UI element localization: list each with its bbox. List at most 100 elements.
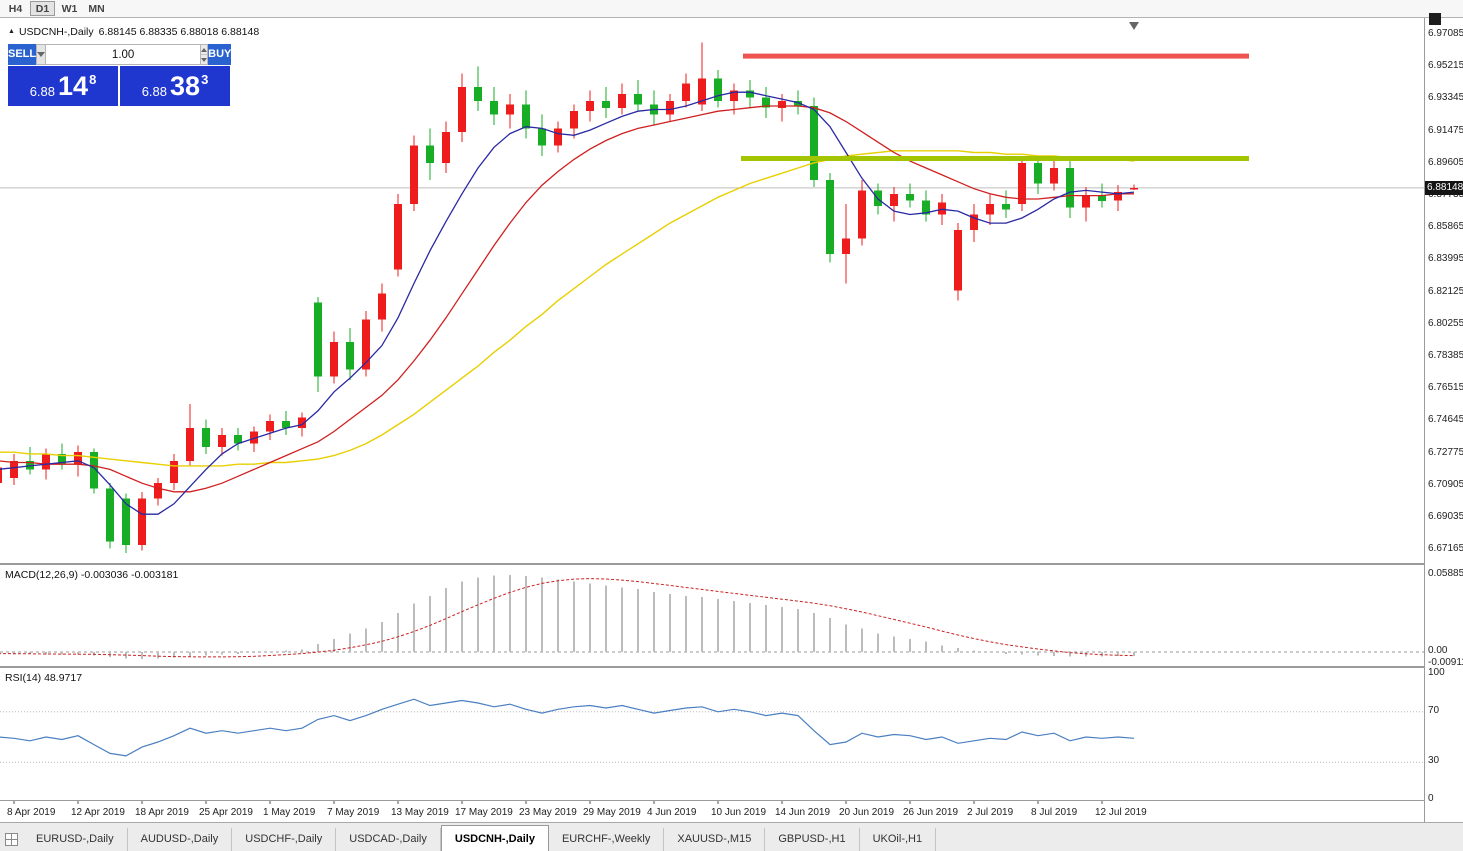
axis-corner-icon[interactable] <box>1429 13 1441 25</box>
tab-usdchf-daily[interactable]: USDCHF-,Daily <box>232 828 337 851</box>
price-axis[interactable]: 6.970856.952156.933456.914756.896056.877… <box>1424 18 1463 822</box>
date-axis-label: 12 Apr 2019 <box>71 807 125 818</box>
macd-axis-label: -0.009116 <box>1428 657 1463 668</box>
sell-button[interactable]: SELL <box>8 44 37 65</box>
macd-indicator-panel[interactable]: MACD(12,26,9) -0.003036 -0.003181 <box>0 563 1424 666</box>
sell-price-main: 14 <box>58 71 89 101</box>
chart-symbol-label: USDCNH-,Daily <box>18 26 94 38</box>
date-axis-label: 18 Apr 2019 <box>135 807 189 818</box>
price-axis-label: 6.95215 <box>1428 60 1463 71</box>
rsi-svg <box>0 698 1424 763</box>
buy-button[interactable]: BUY <box>208 44 232 65</box>
date-axis-label: 8 Jul 2019 <box>1031 807 1078 818</box>
buy-price-sup: 3 <box>201 72 209 87</box>
buy-price-base: 6.88 <box>141 84 168 99</box>
candles-group <box>0 42 1138 553</box>
tab-usdcnh-daily[interactable]: USDCNH-,Daily <box>440 825 549 851</box>
resistance-line[interactable] <box>743 53 1249 59</box>
chart-window-title: ▲ USDCNH-,Daily 6.88145 6.88335 6.88018 6.… <box>8 26 259 38</box>
date-axis-label: 2 Jul 2019 <box>967 807 1014 818</box>
price-axis-label: 6.69035 <box>1428 511 1463 522</box>
date-axis-label: 10 Jun 2019 <box>711 807 767 818</box>
price-axis-label: 6.78385 <box>1428 350 1463 361</box>
tab-ukoil-h1[interactable]: UKOil-,H1 <box>860 828 937 851</box>
tab-audusd-daily[interactable]: AUDUSD-,Daily <box>128 828 233 851</box>
tab-eurchf-weekly[interactable]: EURCHF-,Weekly <box>549 828 665 851</box>
price-axis-label: 6.82125 <box>1428 286 1463 297</box>
macd-axis-label: 0.00 <box>1428 645 1448 656</box>
ma-yellow-line <box>0 150 1135 467</box>
main-chart-panel[interactable]: ▲ USDCNH-,Daily 6.88145 6.88335 6.88018 6.… <box>0 18 1424 563</box>
price-axis-label: 6.76515 <box>1428 382 1463 393</box>
tab-usdcad-daily[interactable]: USDCAD-,Daily <box>336 828 441 851</box>
price-axis-label: 6.93345 <box>1428 92 1463 103</box>
date-axis-label: 23 May 2019 <box>519 807 577 818</box>
tab-eurusd-daily[interactable]: EURUSD-,Daily <box>23 828 128 851</box>
ma-blue-line <box>0 91 1135 515</box>
buy-price-panel[interactable]: 6.88 38 3 <box>120 66 230 106</box>
rsi-axis-label: 100 <box>1428 667 1445 678</box>
macd-axis-label: 0.058851 <box>1428 568 1463 579</box>
sell-price-sup: 8 <box>89 72 97 87</box>
support-line[interactable] <box>741 156 1249 161</box>
macd-histogram <box>13 575 1135 659</box>
price-axis-label: 6.91475 <box>1428 125 1463 136</box>
rsi-line <box>0 698 1135 757</box>
timeframe-buttons-group: H4 D1 W1 MN <box>3 1 109 16</box>
stepper-down-button[interactable] <box>201 54 208 64</box>
rsi-axis-label: 0 <box>1428 793 1434 804</box>
date-axis-label: 17 May 2019 <box>455 807 513 818</box>
date-axis-label: 13 May 2019 <box>391 807 449 818</box>
date-axis-label: 20 Jun 2019 <box>839 807 895 818</box>
rsi-axis-label: 70 <box>1428 705 1440 716</box>
main-chart-svg <box>0 22 1424 553</box>
sell-price-base: 6.88 <box>29 84 56 99</box>
chevron-down-icon <box>201 57 208 62</box>
chart-tab-bar: EURUSD-,Daily AUDUSD-,Daily USDCHF-,Daily U… <box>0 822 1463 851</box>
sell-price-panel[interactable]: 6.88 14 8 <box>8 66 118 106</box>
trade-widget-top-row: SELL BUY <box>8 44 232 65</box>
chart-ohlc-values: 6.88145 6.88335 6.88018 6.88148 <box>98 26 260 38</box>
date-axis-label: 1 May 2019 <box>263 807 316 818</box>
window-grid-icon[interactable] <box>5 833 18 846</box>
buy-price-main: 38 <box>170 71 201 101</box>
chevron-up-icon <box>201 47 208 52</box>
macd-label: MACD(12,26,9) -0.003036 -0.003181 <box>5 569 179 581</box>
date-axis-label: 29 May 2019 <box>583 807 641 818</box>
price-axis-label: 6.74645 <box>1428 414 1463 425</box>
price-axis-label: 6.80255 <box>1428 318 1463 329</box>
timeframe-toolbar: H4 D1 W1 MN <box>0 0 1463 18</box>
date-axis-label: 8 Apr 2019 <box>7 807 56 818</box>
date-axis-label: 4 Jun 2019 <box>647 807 697 818</box>
window-collapse-icon[interactable]: ▲ <box>8 28 15 35</box>
volume-input[interactable] <box>46 44 202 65</box>
chevron-down-icon <box>37 52 46 57</box>
date-axis-label: 7 May 2019 <box>327 807 380 818</box>
price-axis-label: 6.72775 <box>1428 447 1463 458</box>
timeframe-button-h4[interactable]: H4 <box>8 3 23 15</box>
timeframe-button-d1[interactable]: D1 <box>30 1 55 16</box>
timeframe-button-mn[interactable]: MN <box>88 3 105 15</box>
tab-gbpusd-h1[interactable]: GBPUSD-,H1 <box>765 828 860 851</box>
price-axis-label: 6.83995 <box>1428 253 1463 264</box>
date-axis-label: 14 Jun 2019 <box>775 807 831 818</box>
date-axis[interactable]: 8 Apr 2019 12 Apr 2019 18 Apr 2019 25 Apr 2… <box>0 800 1424 822</box>
price-axis-label: 6.89605 <box>1428 157 1463 168</box>
date-axis-label: 25 Apr 2019 <box>199 807 253 818</box>
volume-stepper <box>201 44 209 65</box>
timeframe-button-w1[interactable]: W1 <box>61 3 78 15</box>
chart-shift-marker <box>1129 22 1139 30</box>
date-ticks-svg <box>13 801 1103 804</box>
tab-xauusd-m15[interactable]: XAUUSD-,M15 <box>664 828 766 851</box>
trade-widget-price-row: 6.88 14 8 6.88 38 3 <box>8 66 230 106</box>
rsi-indicator-panel[interactable]: RSI(14) 48.9717 <box>0 666 1424 800</box>
price-axis-label: 6.97085 <box>1428 28 1463 39</box>
volume-dropdown-button[interactable] <box>36 44 47 65</box>
macd-svg <box>0 575 1424 659</box>
current-price-badge: 6.88148 <box>1425 181 1463 195</box>
rsi-label: RSI(14) 48.9717 <box>5 672 83 684</box>
stepper-up-button[interactable] <box>201 45 208 54</box>
date-axis-label: 12 Jul 2019 <box>1095 807 1147 818</box>
